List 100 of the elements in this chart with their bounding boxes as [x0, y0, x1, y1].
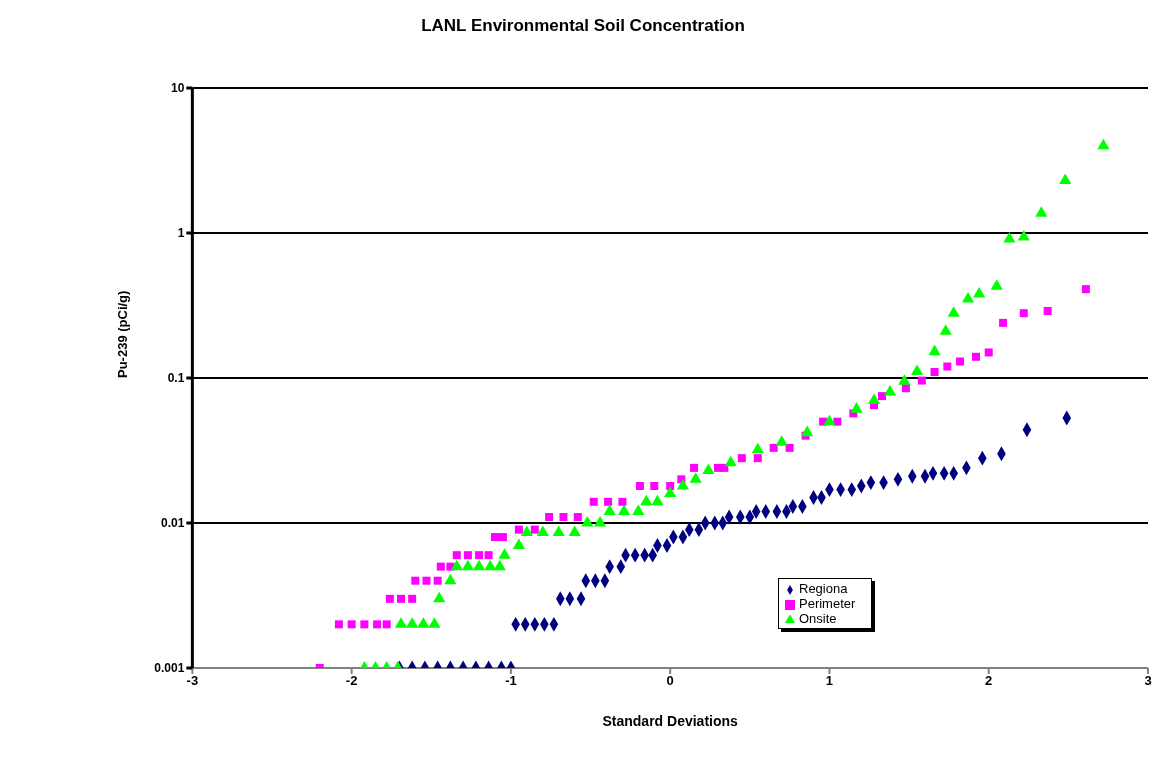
point — [573, 513, 582, 521]
point — [939, 324, 952, 335]
legend-label: Perimeter — [799, 596, 856, 611]
point — [1081, 285, 1090, 294]
point — [676, 478, 689, 490]
point — [751, 442, 764, 454]
point — [417, 617, 430, 628]
point — [947, 306, 960, 317]
point — [512, 538, 525, 549]
point — [1035, 206, 1048, 217]
point — [463, 551, 472, 560]
point — [411, 576, 420, 585]
point — [1097, 138, 1110, 150]
legend-label: Onsite — [799, 611, 837, 626]
chart-title: LANL Environmental Soil Concentration — [420, 16, 746, 36]
point — [514, 525, 523, 534]
point — [373, 620, 382, 629]
point — [823, 414, 836, 426]
point — [530, 525, 539, 534]
point — [433, 576, 442, 585]
point — [581, 515, 594, 527]
point — [850, 402, 863, 413]
point — [1059, 173, 1072, 185]
point — [928, 344, 941, 356]
legend-label: Regiona — [799, 581, 848, 596]
point — [917, 376, 926, 385]
x-tick-label: 3 — [1144, 673, 1152, 689]
point — [498, 533, 507, 542]
y-tick-label: 0.1 — [167, 371, 185, 386]
point — [545, 513, 554, 521]
point — [520, 525, 533, 537]
point — [559, 513, 568, 521]
point — [490, 533, 499, 542]
point — [737, 454, 746, 463]
point — [984, 348, 993, 357]
point — [632, 504, 645, 516]
point — [961, 292, 975, 303]
point — [444, 573, 457, 585]
y-tick-label: 10 — [171, 81, 185, 96]
point — [753, 454, 762, 463]
point — [385, 594, 394, 603]
point — [484, 559, 497, 571]
point — [618, 497, 627, 506]
x-tick-label: -3 — [186, 673, 199, 689]
point — [589, 497, 598, 506]
point — [568, 525, 581, 537]
point — [785, 443, 794, 452]
point — [394, 617, 408, 628]
x-tick-label: 0 — [666, 673, 674, 689]
point — [775, 435, 788, 446]
point — [594, 515, 607, 527]
point — [461, 559, 474, 571]
point — [450, 559, 463, 571]
point — [452, 551, 461, 560]
point — [689, 472, 702, 483]
y-tick-label: 0.01 — [161, 516, 185, 531]
point — [720, 463, 729, 472]
point — [406, 617, 419, 628]
point — [347, 620, 356, 629]
point — [498, 548, 511, 559]
point — [943, 362, 952, 371]
point — [397, 594, 406, 603]
y-tick-label: 0.001 — [154, 661, 185, 676]
point — [769, 443, 778, 452]
point — [990, 279, 1003, 290]
point — [956, 357, 965, 366]
point — [690, 463, 699, 472]
point — [603, 504, 616, 516]
point — [604, 497, 613, 506]
point — [382, 620, 391, 629]
point — [635, 481, 644, 490]
point — [930, 368, 939, 376]
x-tick-label: -2 — [345, 673, 358, 689]
point — [436, 562, 445, 571]
point — [867, 393, 881, 404]
point — [971, 352, 980, 361]
point — [536, 525, 549, 537]
point — [724, 455, 737, 467]
point — [1019, 309, 1028, 318]
point — [640, 494, 653, 506]
point — [664, 486, 677, 497]
point — [472, 559, 486, 571]
point — [493, 559, 506, 571]
point — [883, 385, 897, 396]
point — [702, 463, 715, 475]
point — [552, 525, 565, 537]
point — [910, 364, 924, 375]
point — [833, 417, 842, 426]
point — [428, 617, 441, 628]
point — [360, 620, 369, 629]
point — [484, 551, 493, 560]
point — [475, 551, 484, 560]
y-axis-title: Pu-239 (pCi/g) — [114, 290, 130, 378]
point — [898, 374, 911, 385]
x-tick-label: -1 — [505, 673, 517, 689]
y-tick-label: 1 — [177, 226, 185, 241]
point — [334, 620, 343, 629]
point — [1017, 229, 1030, 241]
x-tick-label: 2 — [985, 673, 993, 689]
point — [617, 504, 631, 516]
